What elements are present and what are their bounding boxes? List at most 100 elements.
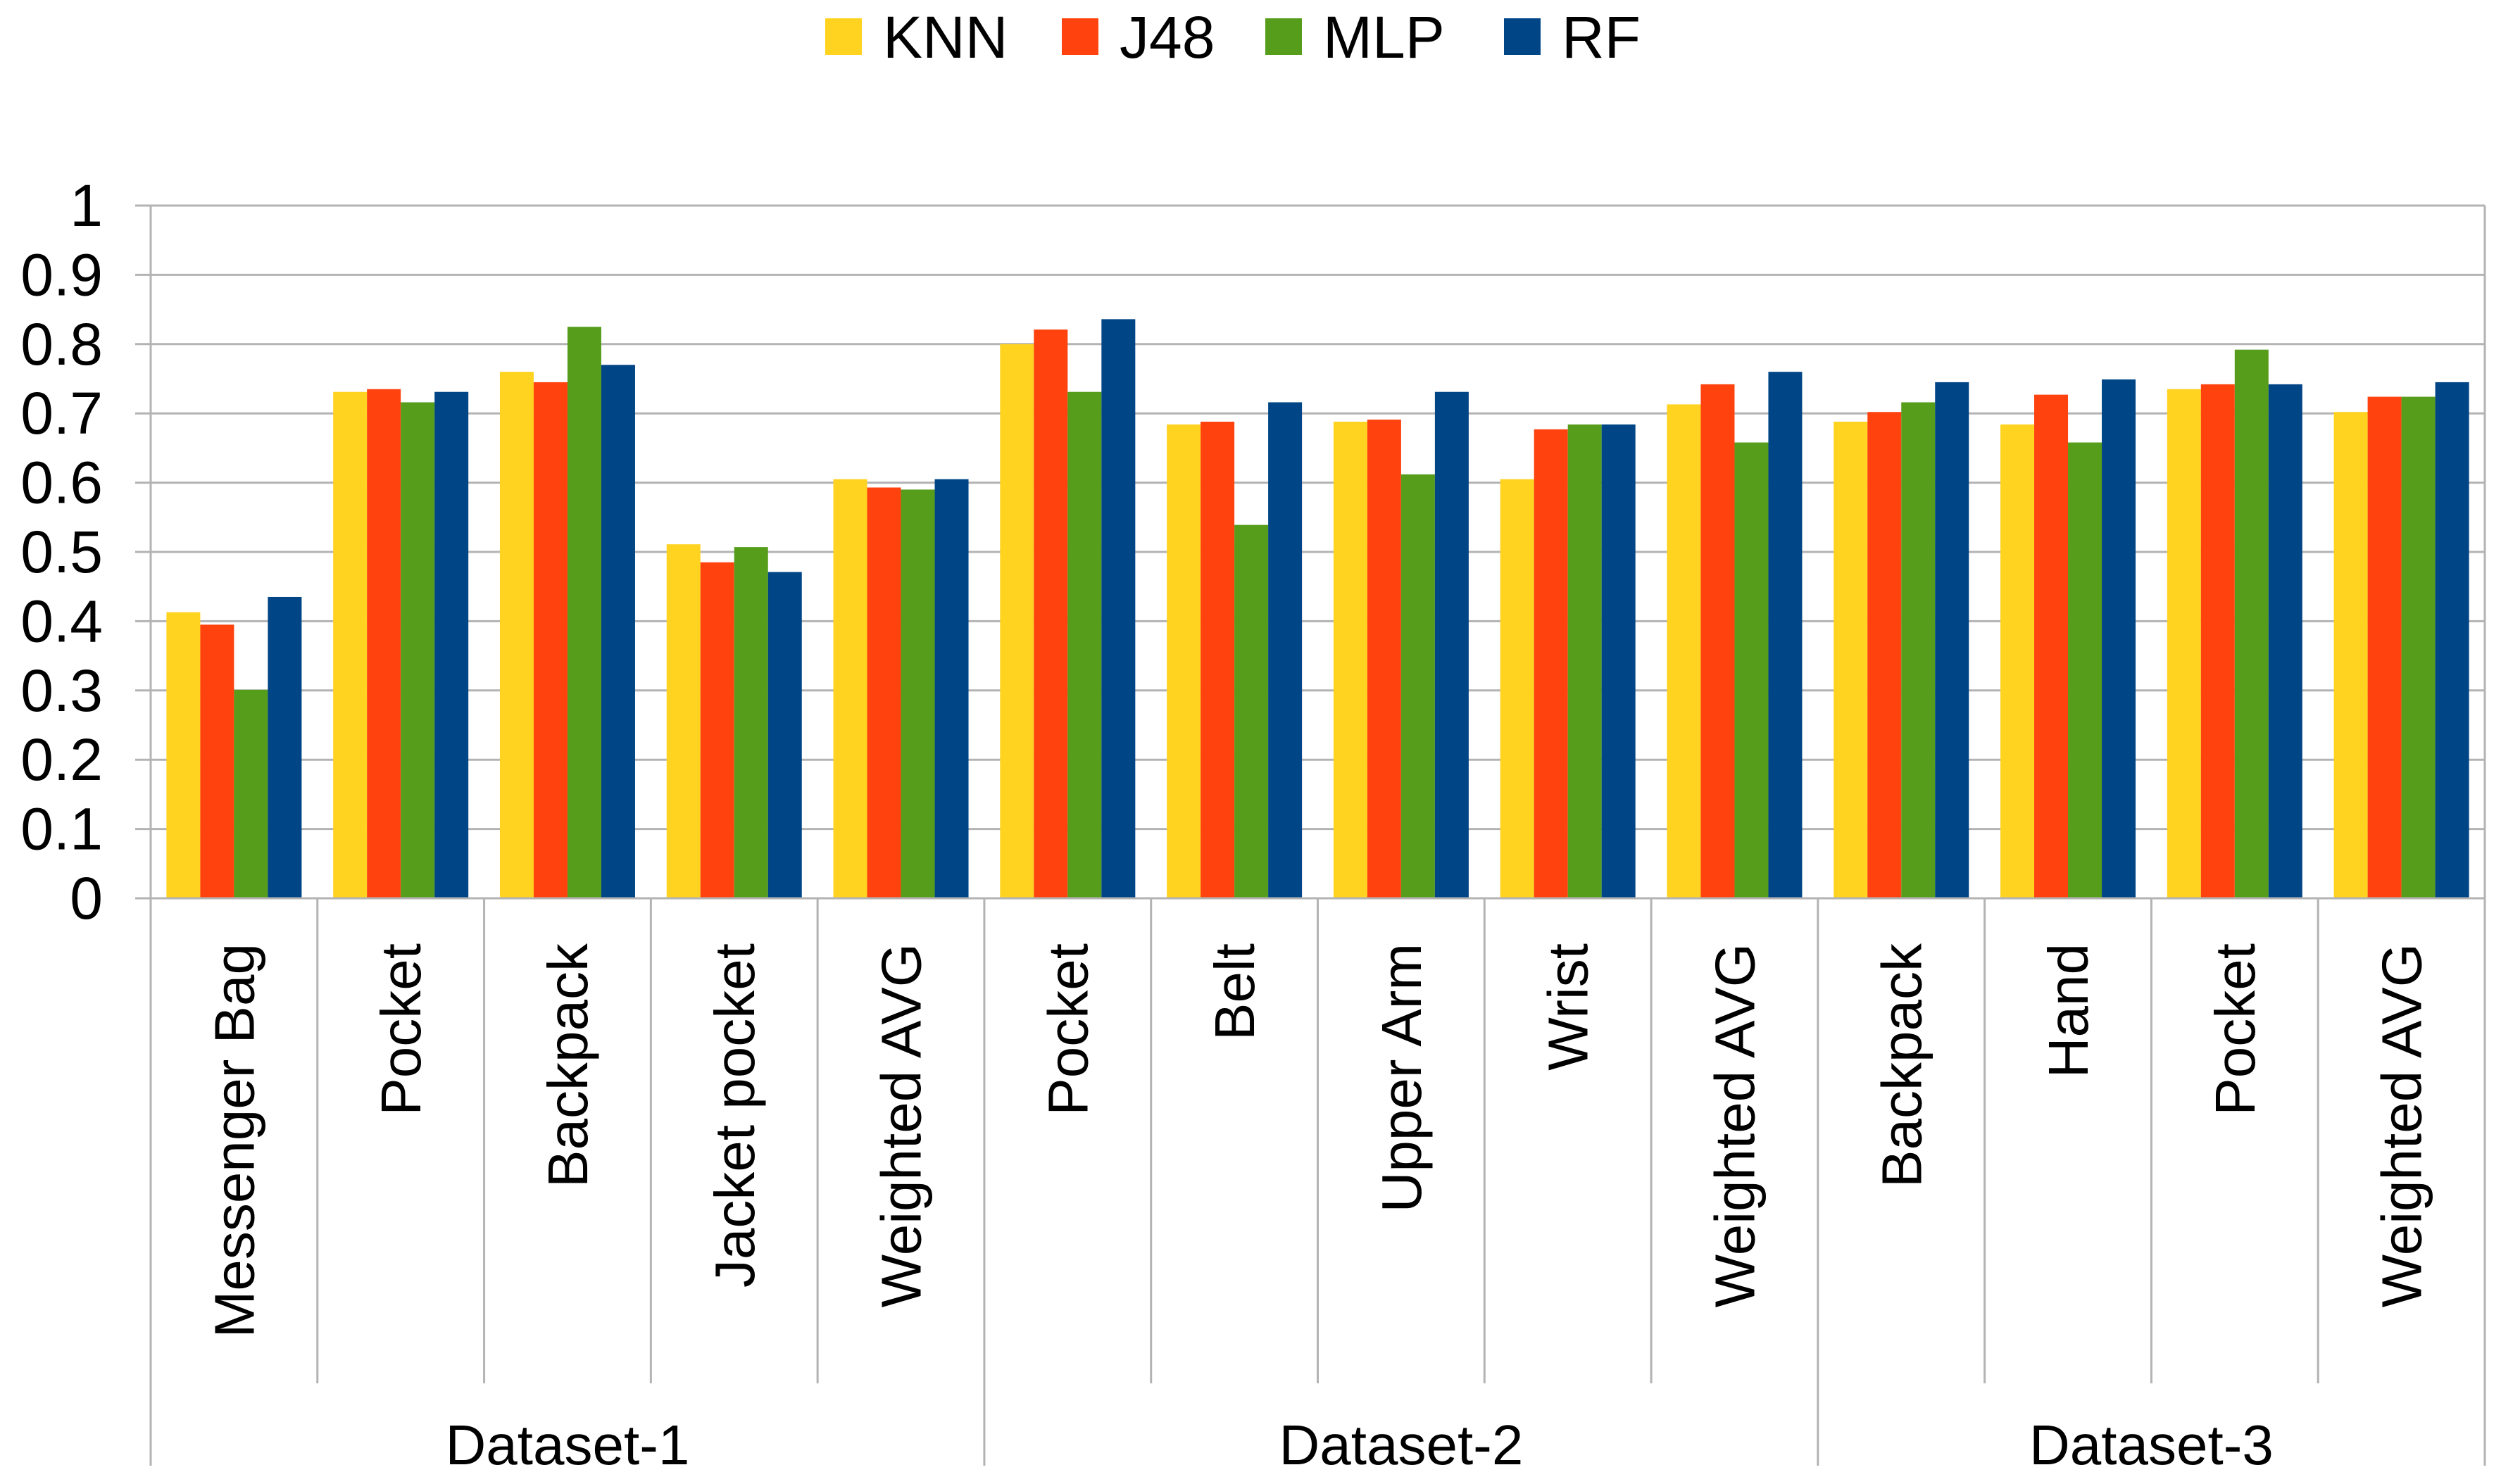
x-category-label: Jacket pocket	[703, 943, 766, 1288]
x-category-label: Pocket	[2204, 943, 2267, 1116]
legend-label: MLP	[1323, 4, 1445, 70]
bar-j48	[1700, 384, 1735, 898]
x-category-label: Weighted AVG	[870, 943, 933, 1307]
bar-rf	[601, 365, 635, 898]
bar-mlp	[1067, 391, 1102, 898]
bar-mlp	[234, 689, 268, 898]
legend-item-mlp: MLP	[1265, 4, 1445, 70]
bar-mlp	[734, 547, 768, 898]
bar-mlp	[2234, 349, 2269, 898]
x-category-label: Pocket	[370, 943, 432, 1116]
bar-j48	[200, 624, 234, 898]
bar-rf	[268, 596, 302, 898]
legend-swatch	[825, 18, 862, 55]
bar-knn	[333, 391, 368, 898]
bar-j48	[867, 487, 901, 898]
legend-item-knn: KNN	[825, 4, 1008, 70]
legend-swatch	[1062, 18, 1098, 55]
x-category-label: Weighted AVG	[1703, 943, 1766, 1307]
bar-mlp	[2068, 442, 2102, 898]
bar-knn	[1167, 424, 1201, 898]
x-axis: Messenger Bag Pocket Backpack Jacket pocket…	[149, 897, 2486, 1476]
x-category-label: Upper Arm	[1370, 943, 1433, 1212]
x-category-label: Backpack	[537, 943, 599, 1188]
y-tick-label: 0	[70, 865, 103, 931]
bar-mlp	[1734, 442, 1769, 898]
bar-j48	[2367, 396, 2402, 898]
bar-rf	[1601, 424, 1636, 898]
x-group-label: Dataset-3	[2029, 1414, 2274, 1476]
y-tick-label: 0.8	[20, 311, 103, 377]
x-category-label: Wrist	[1537, 943, 1600, 1071]
y-tick-label: 0.1	[20, 796, 103, 862]
y-tick-label: 0.6	[20, 450, 103, 516]
x-category-label: Belt	[1203, 943, 1266, 1040]
bar-mlp	[567, 327, 601, 898]
bar-knn	[1000, 344, 1034, 898]
bar-knn	[1333, 422, 1367, 898]
bar-mlp	[2401, 396, 2436, 898]
bar-mlp	[401, 402, 435, 898]
y-axis-tick-labels: 00.10.20.30.40.50.60.70.80.91	[20, 172, 103, 931]
legend-label: J48	[1120, 4, 1215, 70]
x-category-label: Backpack	[1870, 943, 1933, 1188]
legend-label: KNN	[883, 4, 1008, 70]
y-tick-label: 0.9	[20, 241, 103, 308]
y-tick-label: 0.5	[20, 519, 103, 585]
bar-rf	[2102, 379, 2136, 898]
bar-mlp	[1400, 474, 1435, 898]
bar-knn	[1500, 479, 1534, 898]
bar-j48	[1367, 420, 1401, 898]
bar-j48	[533, 382, 568, 898]
legend-item-rf: RF	[1504, 4, 1641, 70]
bar-mlp	[1901, 402, 1936, 898]
legend-label: RF	[1562, 4, 1641, 70]
legend-swatch	[1504, 18, 1541, 55]
bar-j48	[700, 562, 734, 898]
bar-rf	[2435, 382, 2469, 898]
bar-knn	[666, 544, 701, 898]
bar-rf	[1268, 402, 1303, 898]
legend-item-j48: J48	[1062, 4, 1215, 70]
x-category-label: Messenger Bag	[203, 943, 265, 1338]
bar-j48	[1867, 412, 1902, 898]
bar-knn	[166, 612, 201, 898]
bars	[166, 319, 2469, 899]
y-tick-label: 0.3	[20, 658, 103, 724]
bar-knn	[2167, 389, 2201, 898]
bar-mlp	[1234, 524, 1269, 898]
x-category-label: Pocket	[1036, 943, 1099, 1116]
x-category-label: Hand	[2037, 943, 2100, 1078]
bar-mlp	[1567, 424, 1602, 898]
legend-swatch	[1265, 18, 1302, 55]
bar-rf	[1434, 391, 1469, 898]
x-group-label: Dataset-2	[1279, 1414, 1523, 1476]
bar-rf	[2268, 384, 2302, 898]
bar-rf	[934, 479, 969, 898]
bar-knn	[1834, 422, 1868, 898]
bar-j48	[1201, 422, 1235, 898]
bar-j48	[1034, 329, 1068, 898]
x-group-label: Dataset-1	[446, 1414, 690, 1476]
bar-rf	[434, 391, 469, 898]
y-tick-label: 0.7	[20, 380, 103, 446]
bar-rf	[767, 572, 802, 898]
bar-knn	[2000, 424, 2035, 898]
bar-j48	[1534, 429, 1568, 898]
x-category-label: Weighted AVG	[2371, 943, 2433, 1307]
bar-knn	[2333, 412, 2368, 898]
y-tick-label: 0.2	[20, 727, 103, 793]
bar-j48	[367, 389, 401, 898]
bar-j48	[2200, 384, 2235, 898]
y-tick-label: 1	[70, 172, 103, 239]
bar-knn	[833, 479, 867, 898]
bar-mlp	[901, 489, 935, 898]
bar-rf	[1935, 382, 1969, 898]
y-tick-label: 0.4	[20, 588, 103, 654]
bar-rf	[1101, 319, 1136, 899]
bar-rf	[1768, 372, 1803, 898]
bar-knn	[499, 372, 534, 898]
bar-knn	[1667, 404, 1701, 898]
legend: KNN J48 MLP RF	[825, 4, 1641, 70]
